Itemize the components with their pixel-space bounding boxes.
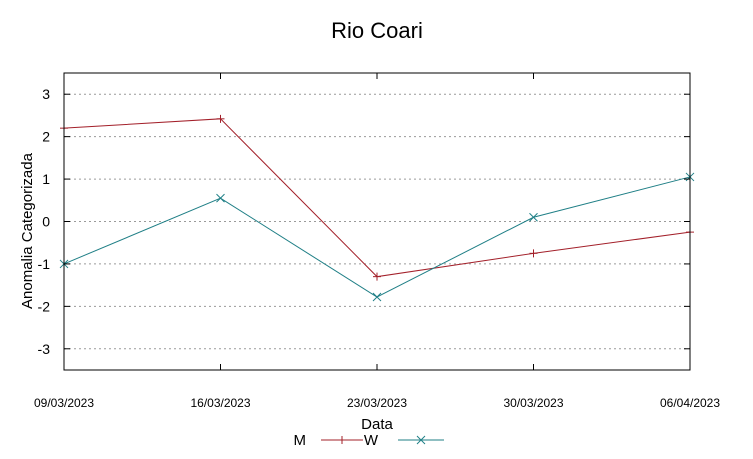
legend-marker-m xyxy=(338,436,346,444)
y-tick-label: -3 xyxy=(38,341,51,357)
y-axis-ticks: 3 2 1 0 -1 -2 -3 xyxy=(38,86,690,357)
data-point-w xyxy=(216,193,225,203)
y-tick-label: -1 xyxy=(38,256,51,272)
y-tick-label: 0 xyxy=(42,214,50,230)
data-point-m xyxy=(373,272,381,281)
legend-label-m: M xyxy=(294,432,307,449)
y-tick-label: -2 xyxy=(38,298,51,314)
x-tick-label: 30/03/2023 xyxy=(503,396,563,410)
x-axis-label: Data xyxy=(361,416,393,433)
data-point-m xyxy=(216,114,225,123)
y-axis-label: Anomalia Categorizada xyxy=(19,152,36,309)
data-point-m xyxy=(529,249,538,258)
series-line-m xyxy=(63,118,691,278)
x-tick-label: 23/03/2023 xyxy=(347,396,407,410)
legend-marker-w xyxy=(416,435,426,445)
plot-frame xyxy=(63,72,691,371)
chart-title: Rio Coari xyxy=(331,18,423,43)
x-tick-label: 06/04/2023 xyxy=(660,396,720,410)
y-tick-label: 2 xyxy=(42,129,50,145)
x-axis-ticks: 09/03/2023 16/03/2023 23/03/2023 30/03/2023… xyxy=(34,73,720,410)
legend-label-w: W xyxy=(364,432,379,449)
y-tick-label: 3 xyxy=(42,86,50,102)
data-point-w xyxy=(529,212,538,222)
y-tick-label: 1 xyxy=(42,171,50,187)
x-tick-label: 09/03/2023 xyxy=(34,396,94,410)
gridlines xyxy=(64,93,690,350)
data-point-w xyxy=(372,292,382,302)
series-group xyxy=(59,114,695,302)
x-tick-label: 16/03/2023 xyxy=(190,396,250,410)
